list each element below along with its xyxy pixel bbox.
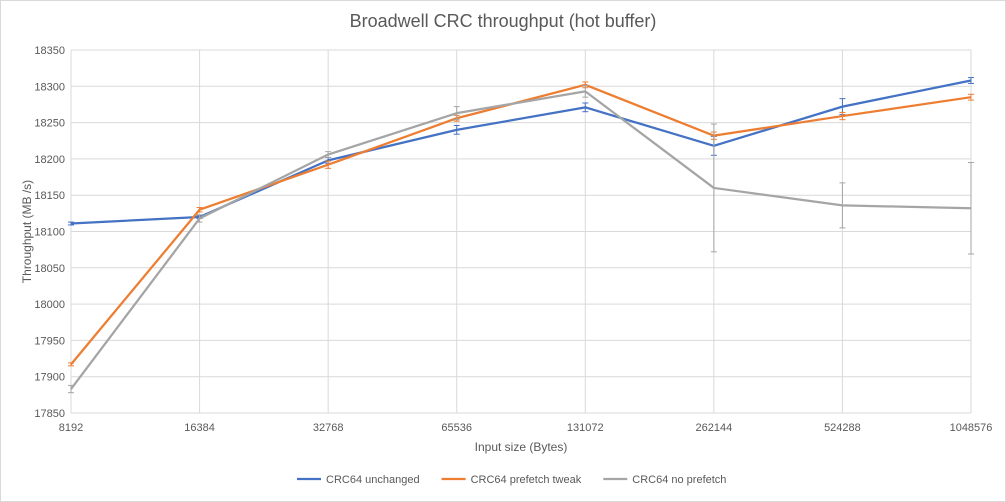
y-tick-label: 18000 <box>34 299 65 311</box>
x-tick-label: 524288 <box>824 422 861 434</box>
y-tick-label: 18100 <box>34 227 65 239</box>
chart-title: Broadwell CRC throughput (hot buffer) <box>349 11 657 31</box>
legend-label: CRC64 no prefetch <box>632 474 726 486</box>
x-tick-label: 32768 <box>313 422 344 434</box>
x-tick-label: 262144 <box>695 422 732 434</box>
y-tick-label: 18350 <box>34 45 65 57</box>
y-tick-label: 18250 <box>34 118 65 130</box>
y-tick-label: 17900 <box>34 372 65 384</box>
x-tick-label: 65536 <box>441 422 472 434</box>
x-tick-label: 8192 <box>59 422 83 434</box>
x-tick-label: 131072 <box>567 422 604 434</box>
series-line <box>70 90 972 390</box>
x-axis-title: Input size (Bytes) <box>475 440 568 454</box>
x-tick-label: 16384 <box>184 422 215 434</box>
y-tick-label: 18050 <box>34 263 65 275</box>
legend-label: CRC64 unchanged <box>326 474 420 486</box>
legend-label: CRC64 prefetch tweak <box>471 474 582 486</box>
y-tick-label: 18200 <box>34 154 65 166</box>
y-axis-title: Throughput (MB /s) <box>20 180 34 283</box>
x-tick-label: 1048576 <box>950 422 993 434</box>
y-tick-label: 18300 <box>34 81 65 93</box>
y-tick-label: 18150 <box>34 190 65 202</box>
series-line <box>70 83 972 366</box>
y-tick-label: 17950 <box>34 335 65 347</box>
y-tick-label: 17850 <box>34 408 65 420</box>
